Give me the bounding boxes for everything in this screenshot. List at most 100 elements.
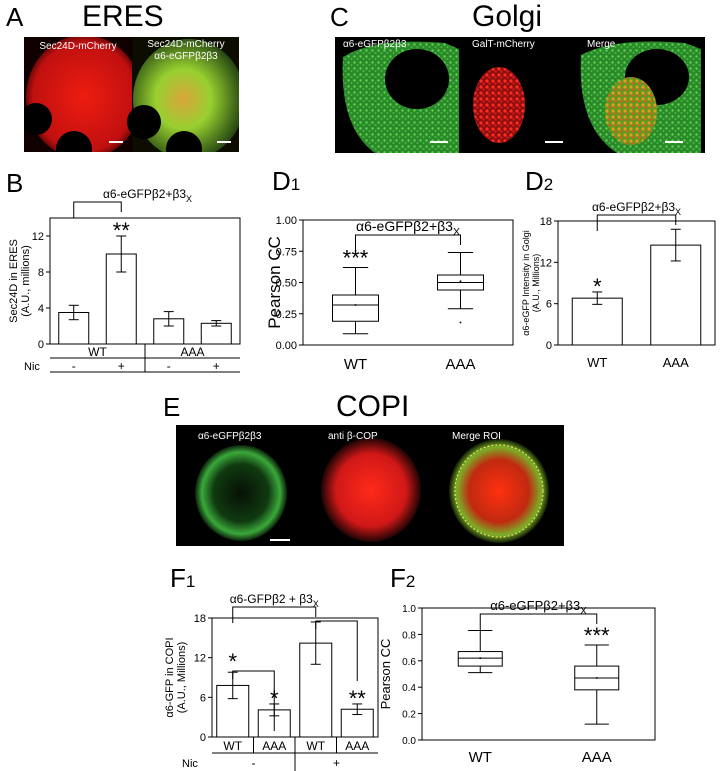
scale-bar [270,539,290,541]
panel-d2-label: D2 [525,166,554,196]
panel-a-label: A [6,2,24,32]
chart-f2-ytick-label: 0.4 [402,683,416,694]
chart-d2-ylabel: α6-eGFP Intensity in Golgi(A.U., Million… [521,230,541,336]
chart-f2-mean-marker [595,677,598,679]
chart-b-ytick-label: 8 [38,267,44,279]
chart-b-group-label: WT [88,345,107,359]
chart-d2-ytick-label: 6 [546,299,552,311]
chart-f1-group-label: - [252,756,256,770]
chart-d1-mean-marker [459,280,462,283]
chart-b-ylabel: Sec24D in ERES(A.U., millions) [8,239,32,323]
chart-f1-ytick-label: 12 [194,653,206,665]
chart-f2-category-label: WT [469,749,492,766]
chart-d2-significance: * [593,274,602,299]
chart-f2-ytick-label: 1.0 [402,604,416,615]
panel-a-caption-2: Sec24D-mCherry [147,39,225,50]
chart-d1-ytick-label: 0.00 [276,340,297,352]
chart-f2-significance: *** [584,623,610,648]
chart-f1-bracket-star: * [228,649,237,674]
chart-d1-category-label: WT [344,356,367,373]
chart-f1-ytick-label: 6 [200,692,206,704]
chart-f1-group-label: + [333,756,340,770]
chart-f2-ytick-label: 0.6 [402,657,416,668]
chart-b-ytick-label: 0 [38,339,44,351]
chart-b-comparison-bracket [73,201,122,218]
chart-f1-comparison-bracket [232,606,317,623]
chart-b-category-label: - [167,359,171,373]
scale-bar [109,141,123,143]
panel-c-caption-1: α6-eGFPβ2β3 [343,39,407,50]
chart-f2-ytick-label: 0.8 [402,630,416,641]
panel-e-cells [195,438,549,543]
chart-d2-category-label: AAA [663,355,689,370]
scale-bar [545,141,563,143]
chart-d2-category-label: WT [587,355,607,370]
chart-f1-bracket [232,670,275,731]
scale-bar [430,141,448,143]
panel-e-title: COPI [336,390,410,423]
panel-e-label: E [163,392,181,422]
panel-c-caption-3: Merge [587,39,616,50]
chart-d1-mean-marker [354,304,357,306]
panel-e-caption-2: anti β-COP [328,431,378,442]
chart-d1-category-label: AAA [445,356,475,373]
chart-b-category-label: + [118,359,125,373]
panel-c-label: C [330,2,349,32]
panel-f2-label: F2 [390,563,416,593]
chart-f2-category-label: AAA [582,749,612,766]
panel-d1-label: D1 [272,166,301,196]
chart-d1-ytick-label: 1.00 [276,215,297,227]
scale-bar [665,141,683,143]
panel-c-cells [342,41,701,153]
chart-d1-ytick-label: 0.50 [276,278,297,290]
chart-f1-ytick-label: 18 [194,613,206,625]
chart-d2: 0 6 12 18 α6-eGFP Intensity in Golgi(A.U., M… [521,200,716,370]
panel-e-caption-3: Merge ROI [452,431,501,442]
chart-f1-significance: ** [349,686,367,711]
panel-e-caption-1: α6-eGFPβ2β3 [198,431,262,442]
panel-c-title: Golgi [472,0,543,33]
chart-d2-bar [571,297,623,346]
chart-d1-box [332,294,379,322]
chart-d2-comparison-bracket [596,214,677,231]
chart-b-category-label: + [213,359,220,373]
chart-f2-mean-marker [479,657,482,659]
chart-d2-bar [650,244,702,346]
chart-d1-comparison-label: α6-eGFPβ2+β3X [356,218,460,238]
chart-b-ytick-label: 4 [38,303,44,315]
chart-d1-ylabel: Pearson CC [268,236,284,329]
chart-f2-frame [421,607,656,741]
chart-d1-outlier [459,321,462,324]
chart-f1-category-label: WT [223,739,242,753]
chart-b-group-label: AAA [180,345,204,359]
panel-c-micrograph: α6-eGFPβ2β3 GalT-mCherry Merge [335,37,705,153]
chart-b-category-label: - [72,359,76,373]
chart-f2-comparison-label: α6-eGFPβ2+β3X [490,598,587,617]
chart-f2-ytick-label: 0.0 [402,736,416,747]
chart-d2-ytick-label: 18 [540,216,552,228]
chart-f2-comparison-bracket [479,613,598,630]
scale-bar [217,141,231,143]
chart-b-row-label: Nic [24,361,40,373]
panel-f1-label: F1 [170,563,196,593]
chart-d2-comparison-label: α6-eGFPβ2+β3X [592,200,681,217]
chart-d2-ytick-label: 0 [546,340,552,352]
chart-d1-ytick-label: 0.25 [276,309,297,321]
chart-f1-bracket [315,620,358,681]
chart-d2-ytick-label: 12 [540,257,552,269]
chart-d2-frame [557,220,716,346]
panel-a-caption-1: Sec24D-mCherry [39,41,117,52]
panel-a-cells [24,37,239,152]
chart-f2: 0.0 0.2 0.4 0.6 0.8 1.0 Pearson CC *** α6-eGFPβ2… [380,598,656,766]
panel-a-micrograph: Sec24D-mCherry Sec24D-mCherry α6-eGFPβ2β… [24,37,239,152]
panel-c-caption-2: GalT-mCherry [472,39,535,50]
chart-f1-ylabel: α6-GFP in COPI(A.U., Millions) [164,637,188,717]
chart-f1-ytick-label: 0 [200,732,206,744]
chart-f1-category-label: AAA [345,739,369,753]
chart-d1-comparison-bracket [355,234,461,251]
chart-f1-row-label: Nic [182,758,198,770]
chart-f1-comparison-label: α6-GFPβ2 + β3X [230,592,319,609]
